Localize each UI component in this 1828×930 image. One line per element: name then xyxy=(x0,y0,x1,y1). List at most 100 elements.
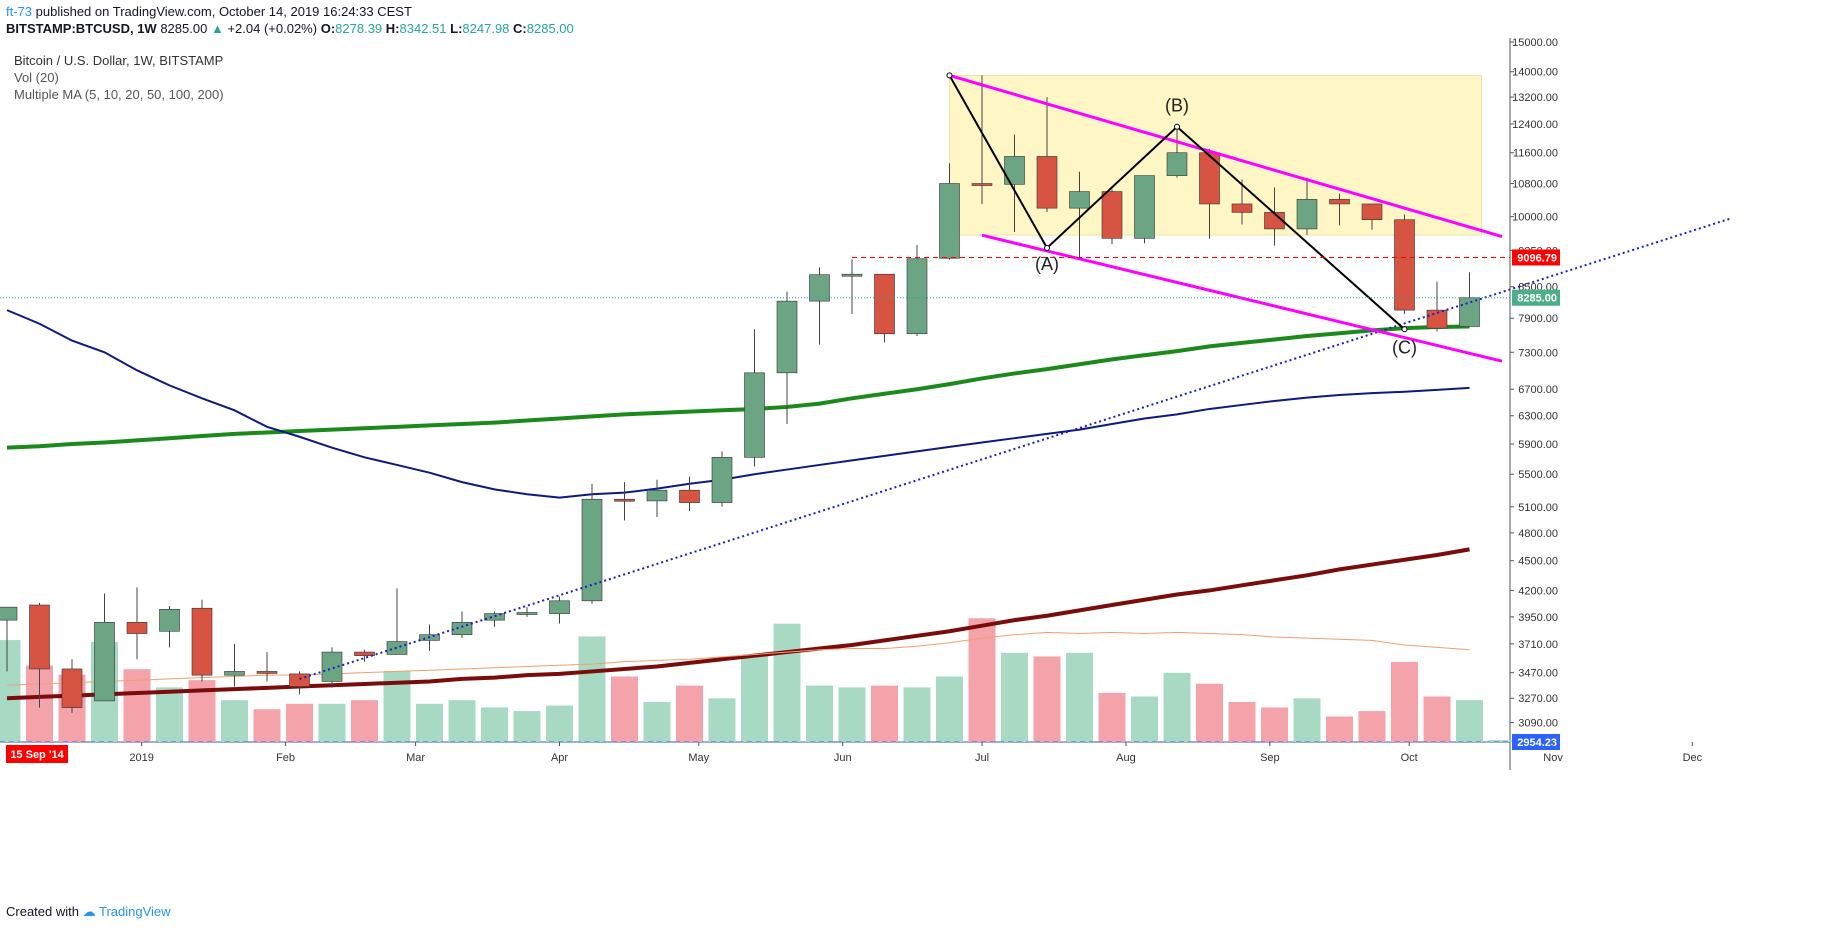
volume-bar xyxy=(708,698,736,742)
candle-body xyxy=(939,183,960,259)
legend-title: Bitcoin / U.S. Dollar, 1W, BITSTAMP xyxy=(14,53,224,68)
volume-bar xyxy=(1001,652,1028,742)
candle-body xyxy=(711,457,733,503)
low-value: 8247.98 xyxy=(462,21,510,36)
price-level-badge xyxy=(1512,289,1560,306)
ma-line-200 xyxy=(6,547,1470,701)
volume-bar xyxy=(286,703,313,742)
volume-bar xyxy=(1488,740,1516,742)
candle-body xyxy=(1199,152,1220,205)
y-tick-label: 3710.00 xyxy=(1518,639,1558,651)
candle-body xyxy=(451,622,473,635)
volume-bar xyxy=(1098,692,1126,742)
wave-pivot xyxy=(1044,244,1050,251)
quote-line: BITSTAMP:BTCUSD, 1W 8285.00 ▲ +2.04 (+0.… xyxy=(6,21,574,37)
volume-bar xyxy=(1391,661,1418,742)
wave-pivot xyxy=(1174,123,1180,130)
change-up-icon: ▲ xyxy=(210,21,224,36)
volume-bar xyxy=(1261,707,1288,742)
x-tick-label: Apr xyxy=(551,752,568,764)
candle-body xyxy=(874,273,895,335)
volume-bar xyxy=(1326,716,1353,742)
x-tick-label: Dec xyxy=(1683,752,1703,764)
abc-wave-path xyxy=(948,74,1406,331)
volume-bar xyxy=(416,703,443,742)
dotted-trendline xyxy=(299,217,1730,680)
x-tick-label: Jun xyxy=(834,752,852,764)
price-level-badge xyxy=(1512,734,1560,750)
legend-volume: Vol (20) xyxy=(14,70,59,85)
candle-body xyxy=(224,671,245,676)
candle-body xyxy=(321,651,343,682)
created-with-text: Created with xyxy=(6,904,79,919)
volume-bar xyxy=(903,687,931,742)
volume-bar xyxy=(1163,672,1191,742)
volume-bar xyxy=(871,685,898,742)
ma-line-100 xyxy=(6,309,1470,499)
y-tick-label: 14000.00 xyxy=(1512,67,1558,79)
volume-bar xyxy=(0,640,21,742)
candle-body xyxy=(776,300,798,374)
volume-bar xyxy=(1196,683,1223,742)
volume-bar xyxy=(611,676,638,742)
volume-bar xyxy=(1228,701,1256,742)
candle-body xyxy=(29,604,50,670)
x-tick-label: Jul xyxy=(975,752,989,764)
publish-header: ft-73 published on TradingView.com, Octo… xyxy=(6,4,412,20)
y-tick-label: 10000.00 xyxy=(1512,212,1558,224)
candle-body xyxy=(1101,191,1123,239)
y-tick-label: 4500.00 xyxy=(1518,556,1558,568)
price-change: +2.04 (+0.02%) xyxy=(227,21,318,36)
candle-body xyxy=(1394,219,1415,311)
wave-label: (A) xyxy=(1035,254,1059,274)
volume-bar xyxy=(1358,711,1386,742)
price-level-badge-label: 8285.00 xyxy=(1517,293,1557,305)
candle-body xyxy=(809,274,830,302)
volume-bar xyxy=(546,705,573,742)
volume-bar xyxy=(1293,698,1321,742)
candle-body xyxy=(906,258,928,335)
x-tick-label: Sep xyxy=(1260,752,1280,764)
volume-bar xyxy=(513,711,541,742)
candle-body xyxy=(971,183,993,186)
volume-bar xyxy=(1456,700,1483,742)
candle-body xyxy=(1296,199,1318,230)
price-level-badge-label: 2954.23 xyxy=(1517,737,1557,749)
author-link[interactable]: ft-73 xyxy=(6,4,33,19)
candle-body xyxy=(744,372,765,458)
footer: Created with ☁ TradingView xyxy=(6,904,171,920)
volume-bar xyxy=(741,654,768,742)
candle-body xyxy=(386,641,408,655)
candle-body xyxy=(1004,156,1025,185)
candle-body xyxy=(841,273,863,277)
high-value: 8342.51 xyxy=(399,21,447,36)
x-tick-label: Oct xyxy=(1401,752,1418,764)
high-label: H: xyxy=(385,21,400,36)
tradingview-brand[interactable]: TradingView xyxy=(99,904,171,919)
candle-body xyxy=(1166,152,1188,176)
candle-body xyxy=(1459,297,1480,327)
y-tick-label: 4200.00 xyxy=(1518,585,1558,597)
wave-pivot xyxy=(1401,326,1408,333)
x-tick-label: 2019 xyxy=(129,752,153,764)
y-tick-label: 11600.00 xyxy=(1513,148,1558,160)
price-level-badge-label: 9096.79 xyxy=(1517,252,1557,264)
volume-bar xyxy=(253,709,281,742)
close-label: C: xyxy=(513,21,527,36)
legend-ma: Multiple MA (5, 10, 20, 50, 100, 200) xyxy=(14,87,224,102)
low-label: L: xyxy=(450,21,463,36)
wave-label: (B) xyxy=(1165,95,1189,115)
y-tick-label: 5500.00 xyxy=(1518,469,1558,481)
y-tick-label: 6300.00 xyxy=(1518,411,1558,423)
volume-bar xyxy=(156,687,183,742)
y-tick-label: 3090.00 xyxy=(1518,718,1558,730)
y-tick-label: 3270.00 xyxy=(1518,693,1558,705)
candle-body xyxy=(614,498,635,502)
volume-bar xyxy=(351,700,378,742)
candle-body xyxy=(549,600,570,614)
tradingview-logo-icon[interactable]: ☁ xyxy=(82,904,96,919)
candle-body xyxy=(159,608,180,632)
y-tick-label: 15000.00 xyxy=(1512,37,1558,49)
close-value: 8285.00 xyxy=(526,21,574,36)
